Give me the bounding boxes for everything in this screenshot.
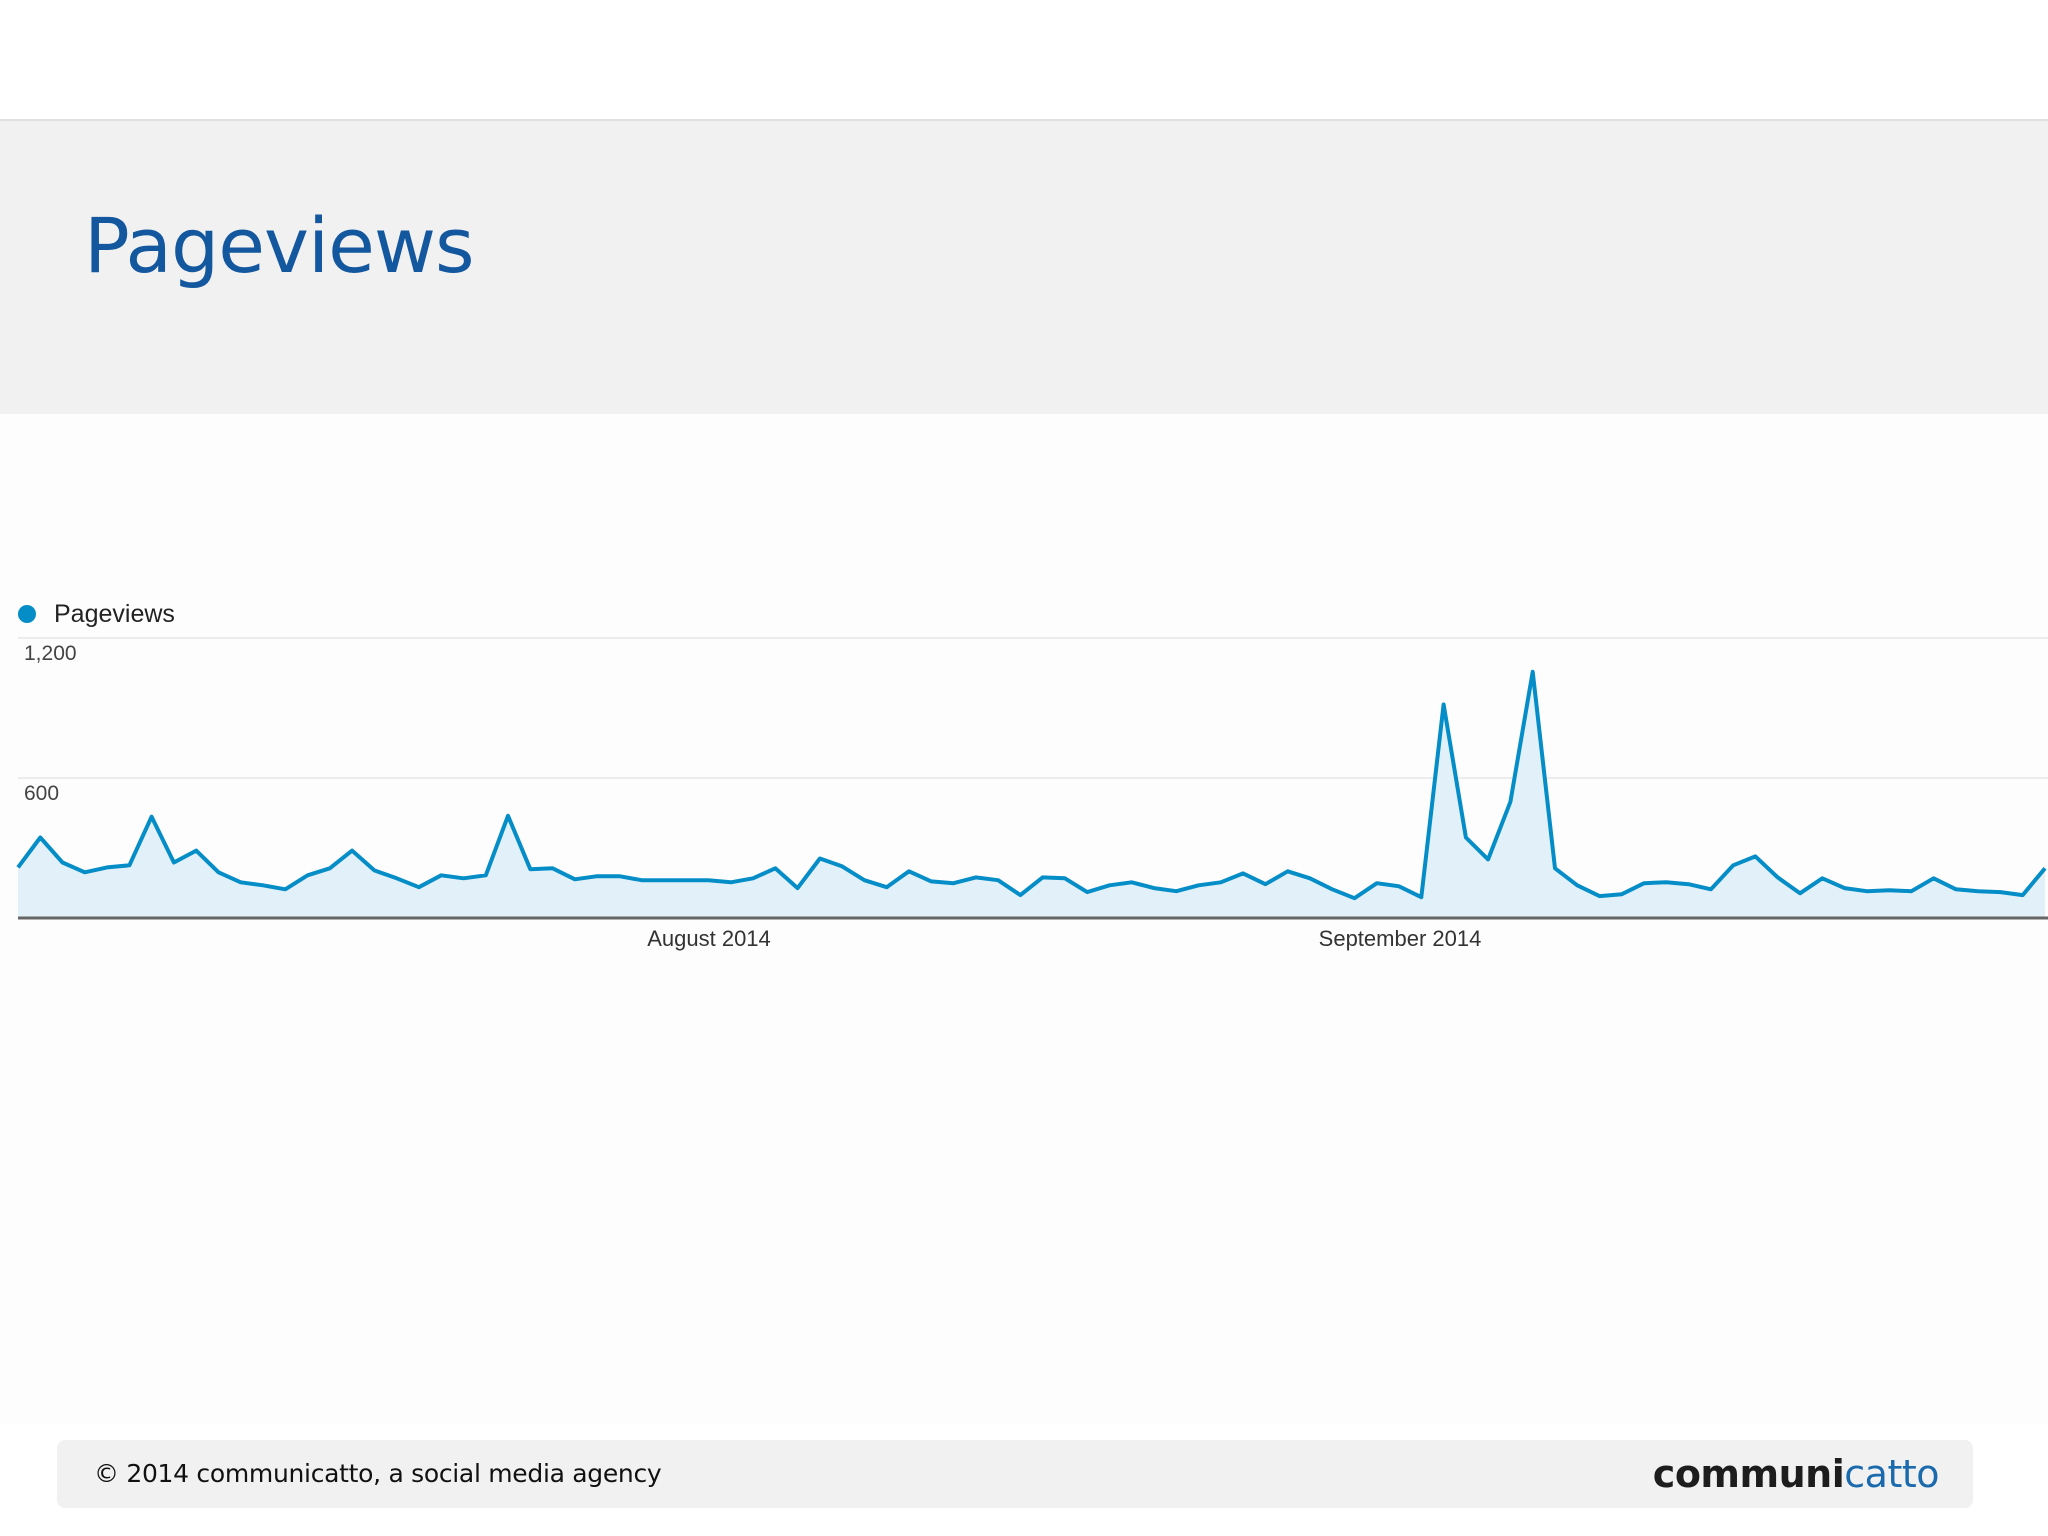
communicatto-logo: communicatto [1652, 1440, 1940, 1508]
title-band [0, 119, 2048, 416]
footer: © 2014 communicatto, a social media agen… [57, 1440, 1973, 1508]
x-tick-august: August 2014 [647, 926, 771, 951]
y-tick-600: 600 [24, 782, 60, 805]
series-area [18, 671, 2045, 918]
legend-dot-icon [18, 605, 36, 623]
logo-part-blue: catto [1844, 1452, 1939, 1496]
series-line [16, 669, 2047, 901]
copyright-text: © 2014 communicatto, a social media agen… [94, 1459, 662, 1488]
chart-legend: Pageviews [18, 596, 175, 632]
x-tick-september: September 2014 [1318, 926, 1482, 951]
legend-label: Pageviews [54, 599, 175, 628]
page-title: Pageviews [84, 201, 475, 290]
logo-part-dark: communi [1652, 1452, 1845, 1496]
y-tick-1200: 1,200 [24, 642, 77, 665]
